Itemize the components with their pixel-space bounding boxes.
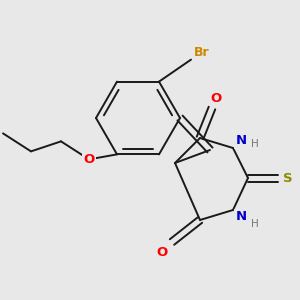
Text: O: O: [210, 92, 222, 104]
Text: Br: Br: [194, 46, 210, 59]
Text: H: H: [251, 219, 259, 229]
Text: H: H: [251, 139, 259, 149]
Text: N: N: [236, 211, 247, 224]
Text: O: O: [156, 245, 168, 259]
Text: N: N: [236, 134, 247, 148]
Text: S: S: [283, 172, 293, 184]
Text: O: O: [83, 153, 94, 166]
